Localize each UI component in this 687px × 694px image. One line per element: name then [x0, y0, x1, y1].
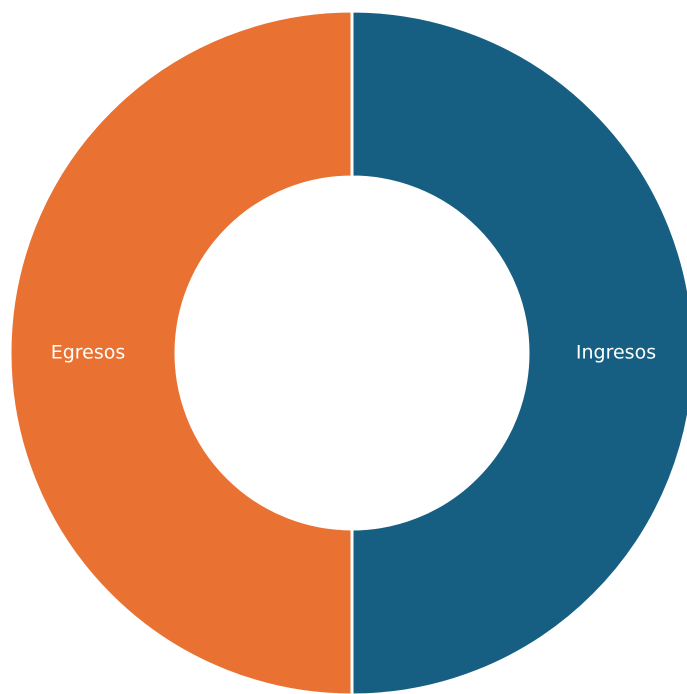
label-ingresos: Ingresos [576, 342, 656, 364]
slices-layer [8, 9, 687, 694]
slice-egresos [8, 9, 354, 694]
label-egresos: Egresos [51, 342, 126, 364]
labels-layer: Ingresos Egresos [51, 342, 656, 364]
slice-ingresos [350, 9, 687, 694]
